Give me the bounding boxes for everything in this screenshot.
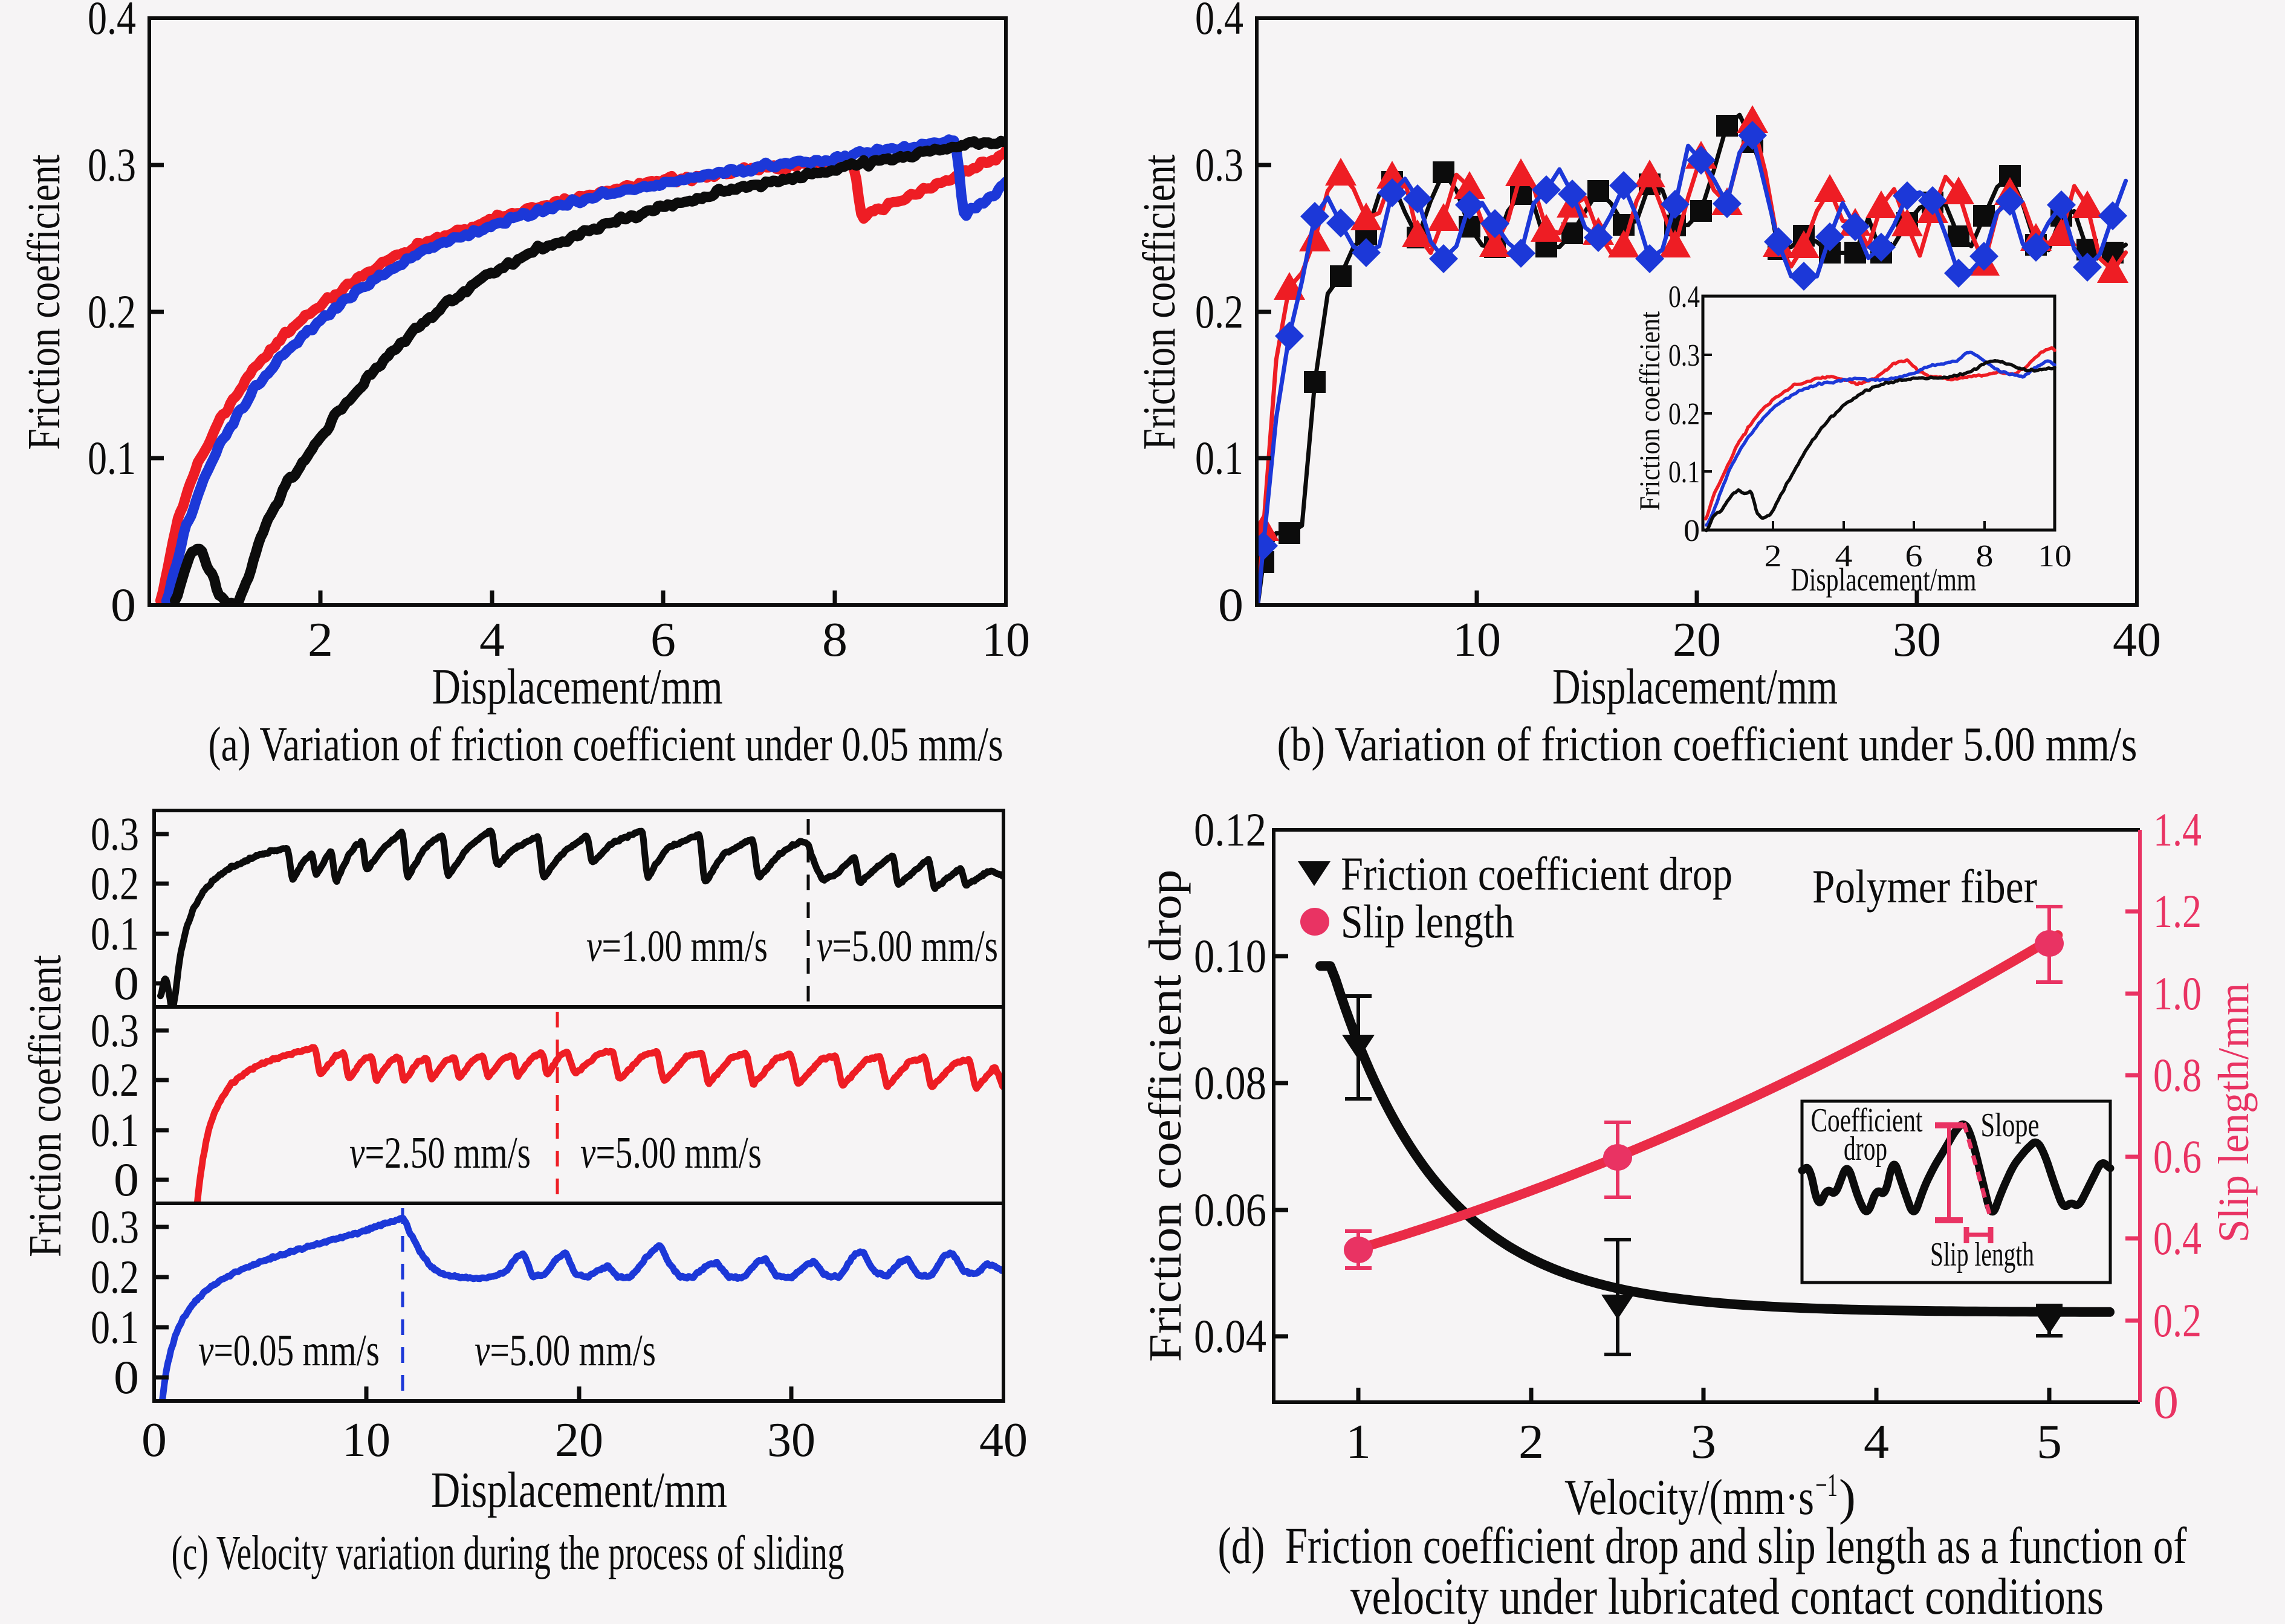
svg-text:velocity under lubricated cont: velocity under lubricated contact condit… [1350, 1567, 2104, 1624]
svg-text:0.2: 0.2 [1195, 285, 1243, 338]
svg-text:10: 10 [982, 613, 1030, 667]
svg-text:0.3: 0.3 [91, 1200, 139, 1253]
svg-text:v=5.00 mm/s: v=5.00 mm/s [475, 1326, 656, 1376]
svg-text:0.2: 0.2 [91, 857, 139, 910]
svg-text:Displacement/mm: Displacement/mm [431, 1462, 727, 1518]
svg-text:Slip length/mm: Slip length/mm [2209, 983, 2258, 1243]
svg-text:1.2: 1.2 [2153, 885, 2202, 937]
svg-text:0.3: 0.3 [1668, 338, 1700, 373]
svg-text:0.3: 0.3 [91, 1004, 139, 1056]
svg-text:5: 5 [2037, 1415, 2062, 1469]
svg-text:10: 10 [1453, 613, 1501, 667]
svg-text:1.0: 1.0 [2153, 967, 2202, 1020]
svg-text:Friction coefficient: Friction coefficient [1134, 155, 1185, 450]
svg-text:0.8: 0.8 [2153, 1049, 2202, 1101]
svg-text:v=2.50 mm/s: v=2.50 mm/s [349, 1128, 531, 1178]
svg-text:0: 0 [111, 578, 136, 631]
svg-text:Friction coefficient drop: Friction coefficient drop [1140, 870, 1191, 1362]
svg-text:0.6: 0.6 [2153, 1130, 2202, 1183]
svg-text:Friction coefficient: Friction coefficient [19, 155, 70, 450]
svg-text:0: 0 [1684, 514, 1700, 548]
svg-text:0.4: 0.4 [88, 0, 136, 44]
svg-text:2: 2 [1765, 539, 1782, 574]
svg-text:0.1: 0.1 [1668, 455, 1700, 490]
svg-text:Displacement/mm: Displacement/mm [1791, 561, 1977, 598]
svg-text:Friction coefficient drop: Friction coefficient drop [1341, 847, 1732, 900]
svg-text:(d) Friction coefficient drop: (d) Friction coefficient drop and slip l… [1218, 1516, 2187, 1574]
svg-text:0.04: 0.04 [1194, 1310, 1266, 1362]
svg-text:0.2: 0.2 [91, 1053, 139, 1106]
svg-text:2: 2 [1518, 1415, 1544, 1469]
svg-text:0.1: 0.1 [91, 1301, 139, 1353]
svg-text:6: 6 [1905, 539, 1923, 574]
svg-text:Friction coefficient: Friction coefficient [20, 955, 71, 1257]
svg-text:20: 20 [555, 1414, 603, 1467]
svg-text:0: 0 [2153, 1376, 2179, 1428]
svg-text:): ) [1839, 1469, 1856, 1525]
svg-text:0.4: 0.4 [2153, 1212, 2202, 1264]
svg-text:0.3: 0.3 [1195, 138, 1243, 191]
svg-text:0.1: 0.1 [91, 907, 139, 960]
svg-text:8: 8 [1976, 539, 1994, 574]
svg-text:10: 10 [2038, 539, 2072, 574]
svg-text:Friction coefficient: Friction coefficient [1634, 311, 1666, 511]
svg-text:0.4: 0.4 [1195, 0, 1243, 44]
svg-text:40: 40 [979, 1414, 1028, 1467]
svg-text:0: 0 [114, 1153, 139, 1206]
svg-text:(c) Velocity variation during: (c) Velocity variation during the proces… [172, 1527, 844, 1580]
svg-text:8: 8 [822, 613, 848, 667]
svg-text:0: 0 [114, 1351, 139, 1403]
svg-text:drop: drop [1844, 1130, 1887, 1168]
svg-text:2: 2 [308, 613, 333, 667]
svg-text:4: 4 [1864, 1415, 1889, 1469]
svg-text:0.2: 0.2 [88, 285, 136, 338]
svg-text:20: 20 [1673, 613, 1721, 667]
svg-text:Displacement/mm: Displacement/mm [432, 659, 723, 715]
svg-text:0.06: 0.06 [1194, 1183, 1266, 1236]
svg-text:Coefficient: Coefficient [1811, 1102, 1923, 1139]
svg-text:0.2: 0.2 [1668, 397, 1700, 432]
svg-text:0.12: 0.12 [1194, 803, 1266, 856]
svg-text:Slip length: Slip length [1341, 895, 1514, 948]
svg-text:v=5.00 mm/s: v=5.00 mm/s [817, 922, 998, 971]
svg-text:3: 3 [1691, 1415, 1716, 1469]
svg-text:0.4: 0.4 [1668, 280, 1700, 314]
svg-text:0.2: 0.2 [91, 1250, 139, 1303]
svg-text:40: 40 [2113, 613, 2161, 667]
svg-text:−1: −1 [1815, 1467, 1838, 1503]
svg-text:(b) Variation of friction coef: (b) Variation of friction coefficient un… [1277, 718, 2138, 771]
svg-text:4: 4 [1835, 539, 1853, 574]
svg-text:0: 0 [1218, 578, 1243, 631]
svg-text:Velocity/(mm·s: Velocity/(mm·s [1564, 1469, 1814, 1525]
svg-text:10: 10 [342, 1414, 391, 1467]
svg-text:0.3: 0.3 [91, 807, 139, 860]
svg-text:0: 0 [141, 1414, 167, 1467]
svg-text:0.3: 0.3 [88, 138, 136, 191]
svg-text:Displacement/mm: Displacement/mm [1552, 659, 1838, 715]
svg-text:0.08: 0.08 [1194, 1056, 1266, 1109]
svg-text:Polymer fiber: Polymer fiber [1812, 860, 2037, 913]
svg-text:0.1: 0.1 [88, 432, 136, 484]
svg-text:v=1.00 mm/s: v=1.00 mm/s [586, 922, 768, 971]
svg-text:0.1: 0.1 [91, 1104, 139, 1156]
svg-text:Slope: Slope [1981, 1107, 2040, 1144]
svg-text:v=0.05 mm/s: v=0.05 mm/s [198, 1326, 380, 1376]
svg-text:0.1: 0.1 [1195, 432, 1243, 484]
svg-text:1: 1 [1346, 1415, 1371, 1469]
svg-text:0.2: 0.2 [2153, 1294, 2202, 1347]
svg-text:Slip length: Slip length [1930, 1236, 2034, 1273]
svg-text:(a) Variation of friction coef: (a) Variation of friction coefficient un… [209, 718, 1003, 771]
svg-text:6: 6 [650, 613, 676, 667]
svg-text:30: 30 [1893, 613, 1941, 667]
svg-text:v=5.00 mm/s: v=5.00 mm/s [580, 1128, 762, 1178]
svg-text:1.4: 1.4 [2153, 803, 2202, 856]
svg-text:30: 30 [767, 1414, 815, 1467]
svg-text:4: 4 [479, 613, 505, 667]
svg-text:0: 0 [114, 957, 139, 1009]
svg-text:0.10: 0.10 [1194, 930, 1266, 982]
